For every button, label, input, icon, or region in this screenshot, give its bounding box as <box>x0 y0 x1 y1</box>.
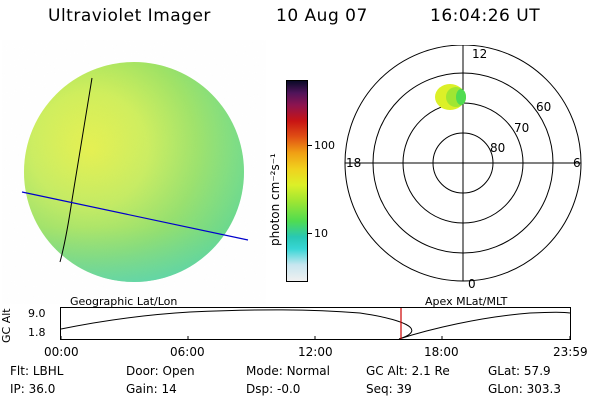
colorbar <box>286 80 308 282</box>
info-gain: Gain: 14 <box>126 382 177 396</box>
lat-label-60: 60 <box>536 100 551 114</box>
time-label: 16:04:26 UT <box>430 6 541 26</box>
mlt-label-12: 12 <box>472 47 487 61</box>
glat-label: GLat: <box>488 364 521 378</box>
timeline-ylabel: GC Alt <box>0 308 13 343</box>
door-value: Open <box>162 364 195 378</box>
dsp-label: Dsp: <box>246 382 274 396</box>
info-gcalt: GC Alt: 2.1 Re <box>366 364 450 378</box>
colorbar-tick-100 <box>307 145 312 146</box>
timeline-frame <box>60 307 571 340</box>
colorbar-unit-label: photon cm⁻²s⁻¹ <box>268 153 282 246</box>
ip-value: 36.0 <box>28 382 56 396</box>
lat-label-70: 70 <box>514 121 529 135</box>
uv-disk <box>24 62 244 282</box>
gain-value: 14 <box>161 382 177 396</box>
timeline-xtick-1: 06:00 <box>170 345 205 359</box>
timeline-plot <box>60 307 571 340</box>
dsp-value: -0.0 <box>276 382 301 396</box>
timeline-right-title: Apex MLat/MLT <box>425 295 508 308</box>
gcalt-label: GC Alt: <box>366 364 408 378</box>
filter-value: LBHL <box>32 364 64 378</box>
info-ip: IP: 36.0 <box>10 382 55 396</box>
date-label: 10 Aug 07 <box>276 6 368 26</box>
mlt-label-0: 0 <box>468 277 476 290</box>
info-dsp: Dsp: -0.0 <box>246 382 300 396</box>
timeline-xtick-0: 00:00 <box>44 345 79 359</box>
app-title: Ultraviolet Imager <box>48 6 211 26</box>
info-filter: Flt: LBHL <box>10 364 63 378</box>
info-glon: GLon: 303.3 <box>488 382 561 396</box>
mode-label: Mode: <box>246 364 283 378</box>
glat-value: 57.9 <box>523 364 551 378</box>
glon-value: 303.3 <box>526 382 561 396</box>
mlt-label-6: 6 <box>573 156 581 170</box>
altitude-curve <box>60 309 571 340</box>
timeline-xtick-2: 12:00 <box>298 345 333 359</box>
info-door: Door: Open <box>126 364 195 378</box>
glon-label: GLon: <box>488 382 523 396</box>
mlt-label-18: 18 <box>346 156 361 170</box>
timeline-xtick-3: 18:00 <box>424 345 459 359</box>
lat-label-80: 80 <box>490 141 505 155</box>
door-label: Door: <box>126 364 159 378</box>
polar-plot: 12 0 18 6 60 70 80 <box>344 45 582 290</box>
mode-value: Normal <box>286 364 330 378</box>
timeline-left-title: Geographic Lat/Lon <box>70 295 178 308</box>
info-mode: Mode: Normal <box>246 364 330 378</box>
gcalt-value: 2.1 Re <box>411 364 450 378</box>
filter-label: Flt: <box>10 364 29 378</box>
ip-label: IP: <box>10 382 25 396</box>
timeline-ytick-9: 9.0 <box>28 307 46 320</box>
gain-label: Gain: <box>126 382 158 396</box>
timeline-ytick-1.8: 1.8 <box>28 326 46 339</box>
timeline-xtick-4: 23:59 <box>553 345 588 359</box>
colorbar-label-100: 100 <box>314 139 335 152</box>
info-seq: Seq: 39 <box>366 382 412 396</box>
latitude-line <box>21 191 249 241</box>
colorbar-tick-10 <box>307 233 312 234</box>
info-glat: GLat: 57.9 <box>488 364 551 378</box>
longitude-line <box>59 77 93 263</box>
colorbar-label-10: 10 <box>314 227 328 240</box>
seq-label: Seq: <box>366 382 393 396</box>
aurora-spot <box>435 84 466 110</box>
seq-value: 39 <box>396 382 412 396</box>
